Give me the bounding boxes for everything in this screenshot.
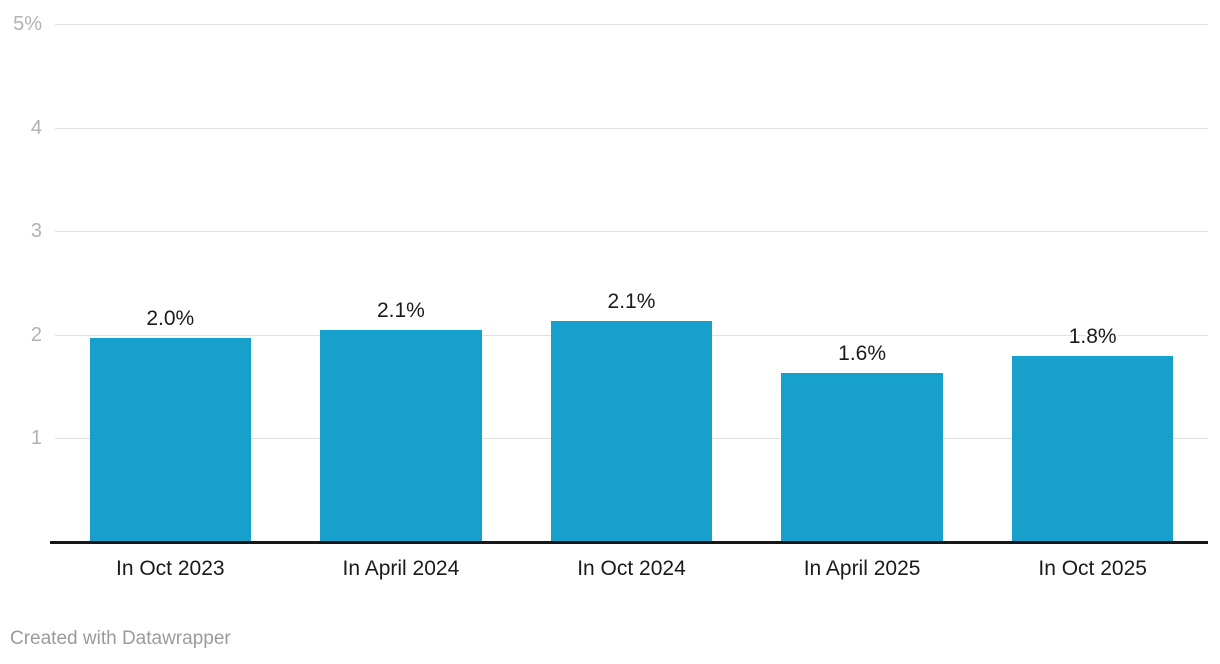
bar-value-label: 1.8% [1068, 324, 1117, 348]
y-tick-label-3: 3 [30, 220, 42, 243]
bar-value-label: 1.6% [838, 342, 887, 366]
y-tick-label-4: 4 [30, 116, 42, 139]
y-tick-label-1: 1 [30, 427, 42, 450]
datawrapper-credit-link[interactable]: Created with Datawrapper [10, 628, 231, 649]
bar-value-label: 2.0% [146, 306, 195, 330]
gridline-3 [55, 231, 1208, 233]
bar-slot: 2.1% [516, 24, 747, 542]
bar [550, 321, 713, 542]
x-axis-label: In Oct 2024 [577, 557, 686, 580]
bar-slot: 2.0% [55, 24, 286, 542]
y-tick-label-2: 2 [30, 323, 42, 346]
bar [320, 329, 482, 542]
plot-area: 2.0% 2.1% 2.1% 1.6% 1.8% [55, 24, 1208, 542]
bar-slot: 1.8% [977, 24, 1208, 542]
bar-slot: 2.1% [286, 24, 517, 542]
x-axis-label: In April 2025 [803, 557, 921, 580]
x-axis-label: In Oct 2023 [116, 557, 225, 580]
bar [89, 337, 251, 542]
x-axis-label: In Oct 2025 [1038, 557, 1147, 580]
bar-value-label: 2.1% [607, 290, 656, 314]
x-axis-category-labels: In Oct 2023 In April 2024 In Oct 2024 In Ap… [55, 552, 1208, 581]
bar-value-label: 2.1% [376, 298, 425, 322]
x-axis-line [50, 541, 1208, 544]
x-axis-label: In April 2024 [342, 557, 460, 580]
bars-container: 2.0% 2.1% 2.1% 1.6% 1.8% [55, 24, 1208, 542]
bar [781, 373, 943, 542]
gridline-5 [55, 24, 1208, 25]
y-axis-tick-labels: 5% 4 3 2 1 [0, 14, 42, 542]
bar [1011, 355, 1174, 542]
gridline-4 [55, 127, 1208, 129]
bar-slot: 1.6% [747, 24, 978, 542]
y-tick-label-5: 5% [13, 13, 42, 35]
